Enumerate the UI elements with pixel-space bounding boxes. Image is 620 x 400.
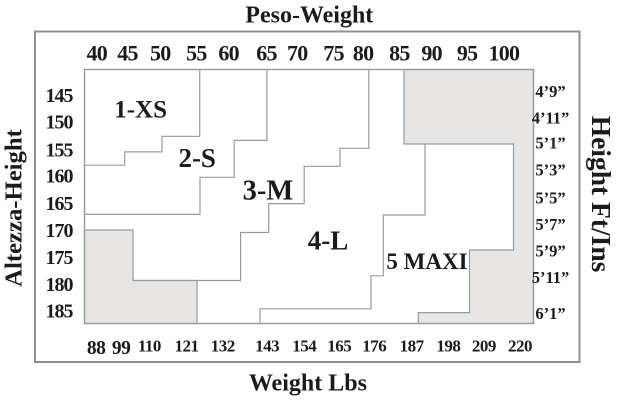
svg-text:165: 165	[46, 193, 74, 215]
svg-text:176: 176	[362, 337, 386, 356]
svg-text:100: 100	[489, 41, 521, 66]
svg-text:154: 154	[292, 337, 317, 356]
svg-text:1-XS: 1-XS	[114, 97, 167, 124]
svg-text:70: 70	[287, 41, 308, 66]
svg-text:Height Ft/Ins: Height Ft/Ins	[586, 116, 617, 273]
svg-text:187: 187	[400, 337, 425, 356]
svg-text:6’1”: 6’1”	[535, 304, 565, 323]
svg-text:143: 143	[255, 337, 279, 356]
svg-text:65: 65	[256, 41, 277, 66]
svg-text:4’11”: 4’11”	[532, 109, 570, 128]
svg-text:5’11”: 5’11”	[532, 268, 570, 287]
svg-text:3-M: 3-M	[243, 175, 294, 206]
svg-text:55: 55	[186, 41, 207, 66]
svg-text:4’9”: 4’9”	[535, 82, 565, 101]
svg-text:170: 170	[46, 220, 74, 242]
svg-text:5’9”: 5’9”	[535, 242, 565, 261]
svg-text:220: 220	[508, 337, 532, 356]
svg-text:80: 80	[353, 41, 374, 66]
svg-text:121: 121	[175, 337, 199, 356]
svg-text:132: 132	[211, 337, 235, 356]
svg-text:50: 50	[150, 41, 171, 66]
svg-text:2-S: 2-S	[178, 143, 216, 173]
svg-text:5’7”: 5’7”	[535, 215, 565, 234]
svg-text:5 MAXI: 5 MAXI	[386, 249, 467, 274]
svg-text:Peso-Weight: Peso-Weight	[245, 2, 373, 28]
svg-text:5’1”: 5’1”	[535, 134, 565, 153]
svg-text:198: 198	[436, 337, 460, 356]
svg-text:150: 150	[46, 112, 74, 134]
svg-text:180: 180	[46, 274, 74, 296]
svg-text:99: 99	[112, 338, 131, 359]
svg-text:Altezza-Height: Altezza-Height	[1, 128, 28, 286]
svg-text:5’5”: 5’5”	[535, 188, 565, 207]
svg-text:160: 160	[46, 166, 74, 188]
svg-text:75: 75	[323, 41, 344, 66]
svg-text:110: 110	[138, 337, 161, 356]
svg-text:155: 155	[46, 139, 74, 161]
svg-text:88: 88	[87, 338, 106, 359]
svg-text:185: 185	[46, 301, 74, 323]
svg-text:Weight Lbs: Weight Lbs	[249, 371, 367, 397]
svg-text:85: 85	[389, 41, 410, 66]
svg-text:4-L: 4-L	[308, 225, 349, 255]
svg-text:60: 60	[218, 41, 239, 66]
svg-text:90: 90	[421, 41, 442, 66]
svg-text:209: 209	[472, 337, 496, 356]
svg-text:40: 40	[86, 41, 107, 66]
svg-text:145: 145	[46, 85, 74, 107]
svg-text:5’3”: 5’3”	[535, 160, 565, 179]
svg-text:95: 95	[457, 41, 478, 66]
svg-text:165: 165	[327, 337, 351, 356]
svg-text:45: 45	[117, 41, 138, 66]
svg-text:175: 175	[46, 247, 74, 269]
